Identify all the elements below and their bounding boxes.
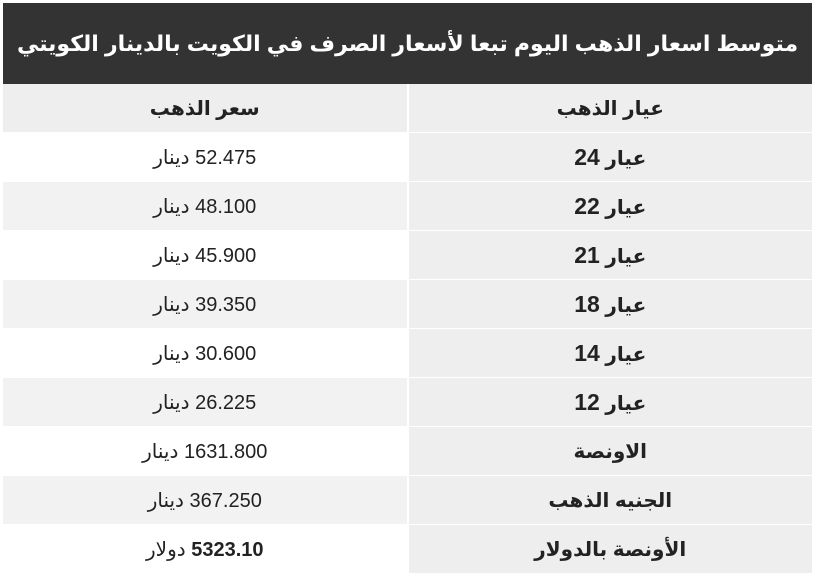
table-row: عيار 12 26.225 دينار — [3, 377, 812, 427]
currency-unit: دولار — [146, 538, 186, 561]
karat-cell: عيار 21 — [406, 230, 812, 280]
karat-number: 21 — [574, 241, 600, 268]
price-cell: 45.900 دينار — [3, 230, 408, 280]
gold-price-table: عيار الذهب سعر الذهب عيار 24 52.475 دينار… — [3, 84, 812, 574]
price-value: 45.900 — [195, 244, 257, 267]
price-value: 26.225 — [195, 391, 257, 414]
karat-label: عيار — [605, 245, 647, 268]
karat-cell: الأونصة بالدولار — [406, 524, 812, 574]
table-row: الأونصة بالدولار 5323.10 دولار — [3, 524, 812, 574]
price-value: 52.475 — [195, 146, 257, 169]
price-cell: 5323.10 دولار — [3, 524, 408, 574]
price-value: 48.100 — [195, 195, 257, 218]
price-value: 5323.10 — [191, 538, 264, 561]
karat-cell: عيار 12 — [406, 377, 812, 427]
table-row: الجنيه الذهب 367.250 دينار — [3, 475, 812, 525]
karat-cell: عيار 22 — [406, 181, 812, 231]
currency-unit: دينار — [147, 489, 184, 512]
header-price: سعر الذهب — [3, 84, 408, 133]
karat-label: عيار — [605, 294, 647, 317]
karat-cell: عيار 18 — [406, 279, 812, 329]
karat-label: عيار — [605, 196, 647, 219]
karat-number: 18 — [574, 290, 600, 317]
price-cell: 52.475 دينار — [3, 132, 408, 182]
karat-number: 12 — [574, 388, 600, 415]
price-value: 39.350 — [195, 293, 257, 316]
karat-label: الاونصة — [573, 440, 648, 463]
table-row: عيار 21 45.900 دينار — [3, 230, 812, 280]
table-row: عيار 18 39.350 دينار — [3, 279, 812, 329]
table-row: عيار 22 48.100 دينار — [3, 181, 812, 231]
price-value: 367.250 — [189, 489, 262, 512]
currency-unit: دينار — [153, 244, 190, 267]
karat-label: عيار — [605, 147, 647, 170]
price-cell: 1631.800 دينار — [3, 426, 408, 476]
price-cell: 39.350 دينار — [3, 279, 408, 329]
currency-unit: دينار — [153, 293, 190, 316]
currency-unit: دينار — [153, 391, 190, 414]
karat-number: 22 — [574, 192, 600, 219]
price-cell: 30.600 دينار — [3, 328, 408, 378]
currency-unit: دينار — [142, 440, 179, 463]
currency-unit: دينار — [153, 146, 190, 169]
gold-price-table-container: متوسط اسعار الذهب اليوم تبعا لأسعار الصر… — [3, 3, 812, 574]
price-value: 1631.800 — [183, 440, 268, 463]
karat-number: 24 — [574, 143, 600, 170]
karat-label: الأونصة بالدولار — [534, 538, 687, 561]
karat-label: عيار — [605, 343, 647, 366]
price-cell: 48.100 دينار — [3, 181, 408, 231]
currency-unit: دينار — [153, 342, 190, 365]
karat-cell: الاونصة — [406, 426, 812, 476]
table-row: عيار 14 30.600 دينار — [3, 328, 812, 378]
table-row: عيار 24 52.475 دينار — [3, 132, 812, 182]
karat-cell: الجنيه الذهب — [406, 475, 812, 525]
table-header-row: عيار الذهب سعر الذهب — [3, 84, 812, 133]
currency-unit: دينار — [153, 195, 190, 218]
header-karat: عيار الذهب — [406, 84, 812, 133]
table-title: متوسط اسعار الذهب اليوم تبعا لأسعار الصر… — [3, 3, 812, 84]
karat-number: 14 — [574, 339, 600, 366]
table-row: الاونصة 1631.800 دينار — [3, 426, 812, 476]
price-cell: 26.225 دينار — [3, 377, 408, 427]
price-value: 30.600 — [195, 342, 257, 365]
karat-cell: عيار 24 — [406, 132, 812, 182]
karat-label: عيار — [605, 392, 647, 415]
price-cell: 367.250 دينار — [3, 475, 408, 525]
karat-cell: عيار 14 — [406, 328, 812, 378]
karat-label: الجنيه الذهب — [548, 489, 673, 512]
